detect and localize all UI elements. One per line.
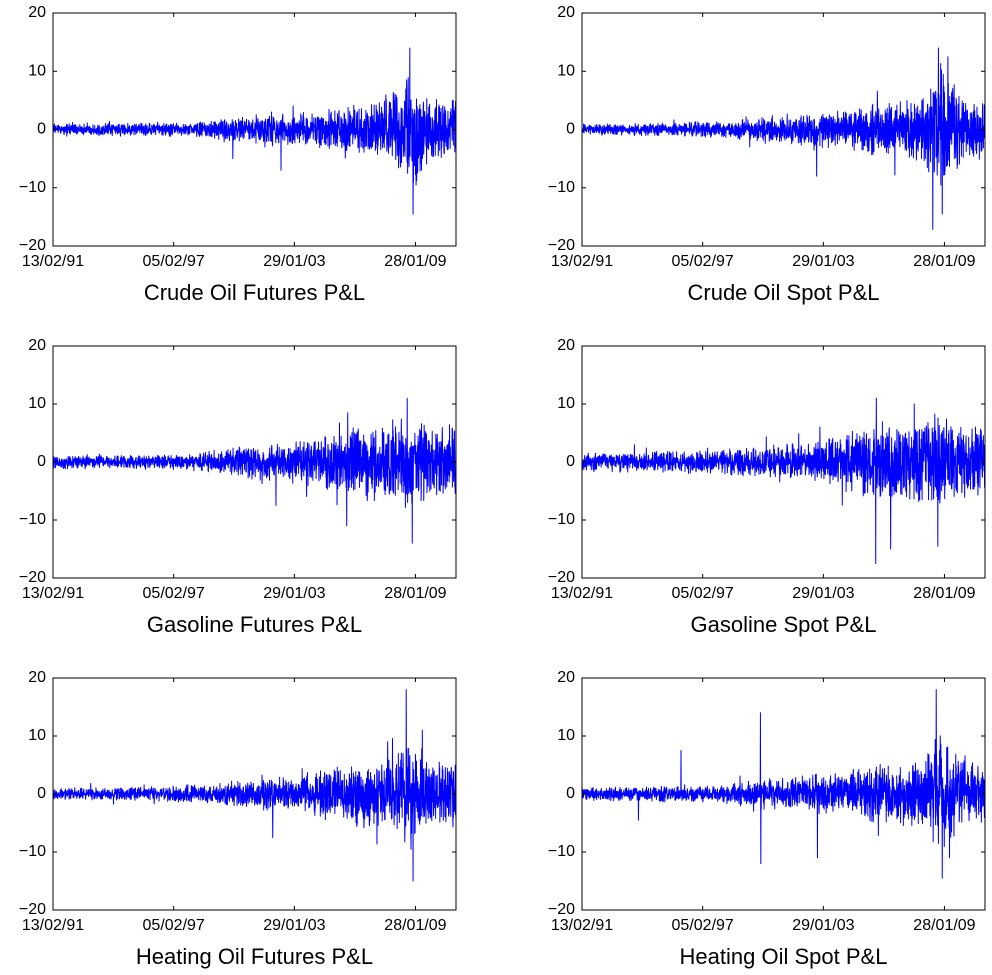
x-tick-label: 13/02/91 [551, 917, 613, 934]
panel-title: Heating Oil Futures P&L [136, 944, 373, 969]
y-tick-label: 0 [37, 453, 46, 470]
panel-title: Gasoline Futures P&L [147, 612, 362, 637]
series-line [581, 397, 986, 564]
x-tick-label: 28/01/09 [384, 253, 446, 270]
y-tick-label: 20 [557, 669, 575, 686]
chart-panel: −20 −10 0 10 20 13/02/91 05/02/97 29/01/03 28/01… [19, 4, 457, 305]
chart-panel: −20 −10 0 10 20 13/02/91 05/02/97 29/01/03 28/01… [19, 669, 457, 969]
x-tick-label: 05/02/97 [143, 253, 205, 270]
y-tick-label: 10 [557, 727, 575, 744]
x-tick-label: 29/01/03 [792, 253, 854, 270]
y-tick-label: −10 [548, 843, 575, 860]
x-tick-label: 28/01/09 [384, 585, 446, 602]
y-tick-label: 0 [566, 453, 575, 470]
y-tick-label: −10 [548, 511, 575, 528]
series-line [52, 47, 457, 215]
x-tick-label: 28/01/09 [913, 585, 975, 602]
y-tick-label: 10 [557, 395, 575, 412]
x-tick-label: 13/02/91 [551, 585, 613, 602]
x-tick-label: 05/02/97 [143, 585, 205, 602]
y-tick-label: −10 [548, 179, 575, 196]
x-tick-label: 29/01/03 [263, 253, 325, 270]
y-tick-label: −20 [548, 237, 575, 254]
y-tick-label: 20 [28, 4, 46, 21]
x-tick-label: 29/01/03 [792, 585, 854, 602]
y-tick-label: 0 [37, 785, 46, 802]
series-line [581, 47, 986, 230]
x-tick-label: 28/01/09 [384, 917, 446, 934]
x-tick-label: 05/02/97 [672, 585, 734, 602]
x-tick-label: 29/01/03 [792, 917, 854, 934]
panel-title: Gasoline Spot P&L [691, 612, 877, 637]
panel-title: Heating Oil Spot P&L [680, 944, 888, 969]
y-tick-label: −20 [19, 237, 46, 254]
y-tick-label: 20 [28, 669, 46, 686]
series-line [581, 689, 986, 879]
y-tick-label: 10 [28, 395, 46, 412]
x-tick-label: 29/01/03 [263, 917, 325, 934]
x-tick-label: 13/02/91 [22, 253, 84, 270]
y-tick-label: 10 [28, 62, 46, 79]
x-tick-label: 28/01/09 [913, 917, 975, 934]
chart-panel: −20 −10 0 10 20 13/02/91 05/02/97 29/01/03 28/01… [19, 337, 457, 637]
y-tick-label: 10 [557, 62, 575, 79]
y-tick-label: 20 [557, 337, 575, 354]
x-tick-label: 13/02/91 [22, 917, 84, 934]
y-tick-label: −10 [19, 511, 46, 528]
chart-panel: −20 −10 0 10 20 13/02/91 05/02/97 29/01/03 28/01… [548, 337, 986, 637]
y-tick-label: −20 [548, 901, 575, 918]
y-tick-label: 0 [566, 785, 575, 802]
x-tick-label: 05/02/97 [672, 253, 734, 270]
y-tick-label: 0 [566, 121, 575, 138]
y-tick-label: −20 [548, 569, 575, 586]
y-tick-label: −10 [19, 843, 46, 860]
y-tick-label: 20 [557, 4, 575, 21]
y-tick-label: 20 [28, 337, 46, 354]
panel-title: Crude Oil Futures P&L [144, 280, 365, 305]
series-line [52, 689, 457, 882]
y-tick-label: 10 [28, 727, 46, 744]
y-tick-label: −20 [19, 901, 46, 918]
y-tick-label: −10 [19, 179, 46, 196]
x-tick-label: 05/02/97 [143, 917, 205, 934]
series-line [52, 397, 457, 544]
chart-panel: −20 −10 0 10 20 13/02/91 05/02/97 29/01/03 28/01… [548, 669, 986, 969]
x-tick-label: 05/02/97 [672, 917, 734, 934]
x-tick-label: 13/02/91 [551, 253, 613, 270]
x-tick-label: 13/02/91 [22, 585, 84, 602]
x-tick-label: 29/01/03 [263, 585, 325, 602]
panel-title: Crude Oil Spot P&L [688, 280, 880, 305]
chart-panel: −20 −10 0 10 20 13/02/91 05/02/97 29/01/03 28/01… [548, 4, 986, 305]
y-tick-label: 0 [37, 121, 46, 138]
y-tick-label: −20 [19, 569, 46, 586]
x-tick-label: 28/01/09 [913, 253, 975, 270]
